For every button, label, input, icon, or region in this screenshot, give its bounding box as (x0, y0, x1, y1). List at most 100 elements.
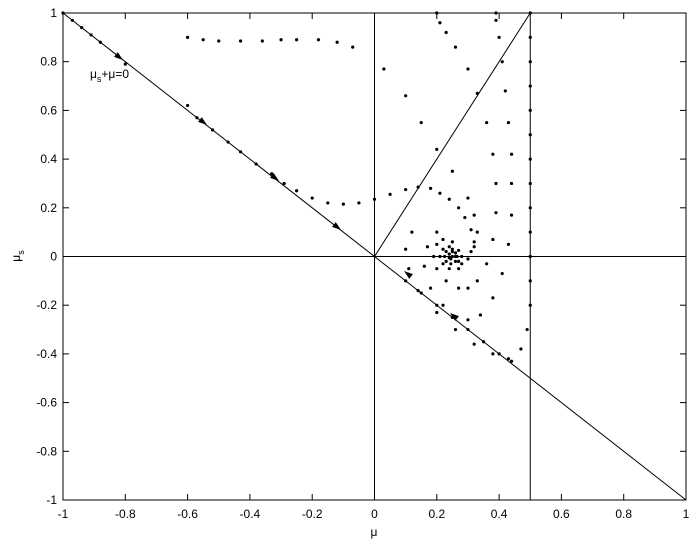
annotation-rest: +μ=0 (101, 67, 129, 81)
point (485, 120, 489, 125)
point (444, 30, 448, 35)
y-tick-label: -0.6 (36, 396, 57, 410)
x-axis-label: μ (371, 525, 378, 539)
point (295, 38, 299, 42)
point (98, 40, 102, 44)
y-tick-label: -0.4 (36, 347, 57, 361)
y-tick-label: -1 (46, 493, 57, 507)
point (494, 181, 498, 186)
point (528, 157, 532, 161)
point (416, 185, 420, 189)
x-tick-label: -0.4 (240, 507, 261, 521)
point (438, 191, 442, 195)
point (435, 147, 439, 151)
point (425, 245, 430, 249)
point (528, 108, 532, 112)
point (335, 40, 339, 44)
point (528, 181, 532, 186)
point (528, 254, 532, 259)
point (469, 228, 473, 232)
point (525, 327, 529, 332)
y-tick-label: 0.6 (40, 103, 57, 117)
point (449, 262, 453, 266)
point (509, 213, 514, 217)
point (407, 267, 411, 271)
point (450, 247, 454, 251)
reference-line (374, 12, 531, 257)
point (435, 310, 439, 315)
point (497, 35, 501, 39)
x-tick-label: 0.2 (428, 507, 445, 521)
x-tick-label: -0.2 (302, 507, 323, 521)
point (528, 230, 532, 234)
point (450, 254, 454, 259)
point (404, 279, 408, 283)
point (466, 257, 470, 261)
point (453, 327, 458, 332)
point (351, 45, 355, 49)
point (404, 187, 408, 192)
point (410, 230, 414, 234)
point (441, 247, 445, 251)
x-tick-label: 0.4 (491, 507, 508, 521)
point (435, 11, 439, 15)
point (503, 89, 507, 93)
point (528, 303, 532, 307)
point (123, 62, 127, 66)
point (509, 359, 514, 363)
point (450, 240, 454, 244)
point (388, 192, 392, 197)
point (316, 38, 321, 42)
point (270, 172, 274, 176)
point (89, 33, 93, 37)
point (472, 245, 476, 249)
point (491, 237, 495, 242)
point (372, 197, 377, 201)
point (494, 211, 498, 215)
point (528, 60, 532, 64)
x-tick-label: 0.6 (553, 507, 570, 521)
x-tick-label: -0.6 (177, 507, 198, 521)
point (61, 11, 65, 15)
y-tick-label: 0 (50, 250, 57, 264)
point (357, 201, 361, 205)
point (217, 39, 221, 43)
point (450, 250, 454, 254)
point (419, 120, 423, 125)
point (469, 250, 473, 254)
point (210, 128, 215, 132)
point (295, 189, 299, 193)
point (435, 267, 439, 271)
point (528, 279, 532, 283)
x-tick-label: 0.8 (615, 507, 632, 521)
point (341, 202, 345, 206)
point (444, 250, 448, 254)
point (466, 286, 470, 290)
point (422, 264, 426, 268)
point (497, 352, 501, 356)
point (444, 279, 448, 283)
point (528, 206, 532, 210)
point (238, 150, 243, 154)
point (438, 254, 442, 259)
point (416, 288, 420, 293)
point (186, 35, 190, 39)
point (466, 318, 470, 322)
point (435, 230, 439, 234)
y-tick-label: 1 (50, 6, 57, 20)
point (238, 39, 243, 43)
point (382, 67, 386, 71)
point (453, 315, 458, 319)
point (528, 11, 532, 15)
x-tick-label: 0 (371, 507, 378, 521)
point (441, 237, 445, 242)
point (478, 313, 483, 317)
point (472, 213, 476, 217)
y-tick-label: 0.8 (40, 55, 57, 69)
y-label-sub: s (16, 250, 26, 255)
point (509, 152, 514, 156)
point (457, 286, 461, 290)
point (447, 252, 451, 256)
